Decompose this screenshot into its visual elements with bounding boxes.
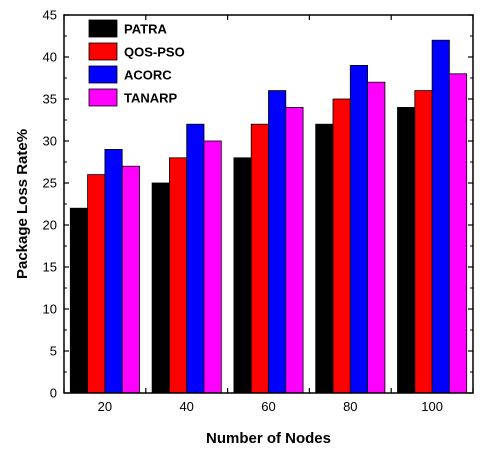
bar-qos-pso-20 [87,174,106,394]
x-tick-label-20: 20 [98,399,112,414]
bar-acorc-100 [431,39,450,394]
x-tick-label-80: 80 [343,399,357,414]
bar-qos-pso-100 [414,90,433,394]
x-tick-label-100: 100 [421,399,443,414]
y-tick-label: 25 [43,176,57,191]
legend-swatch-patra [88,19,118,38]
y-tick-label: 40 [43,50,57,65]
bar-patra-60 [233,157,252,394]
legend-label-patra: PATRA [124,22,167,37]
bar-acorc-80 [349,65,368,394]
bar-qos-pso-40 [168,157,188,394]
x-tick-label-40: 40 [179,399,193,414]
legend-label-tanarp: TANARP [124,91,178,106]
x-tick-label-60: 60 [261,399,275,414]
y-axis-title: Package Loss Rate% [14,129,31,279]
bar-patra-20 [69,207,89,394]
y-tick-label: 20 [43,218,57,233]
bar-patra-100 [397,107,416,394]
bar-qos-pso-60 [250,123,269,394]
y-tick-label: 5 [50,344,57,359]
bar-acorc-60 [268,90,287,394]
legend-label-acorc: ACORC [124,68,172,83]
y-axis: 0 5 10 15 20 25 30 35 40 45 [43,8,473,401]
bar-tanarp-40 [203,140,222,394]
bar-acorc-20 [104,148,123,394]
bar-patra-40 [151,182,170,394]
y-tick-label: 15 [43,260,57,275]
bar-tanarp-80 [367,81,386,394]
bar-tanarp-60 [285,107,304,394]
bar-qos-pso-80 [332,98,351,394]
y-tick-label: 45 [43,8,57,23]
x-axis: 20 40 60 80 100 [63,15,474,414]
bar-tanarp-20 [121,165,140,394]
y-tick-label: 30 [43,134,57,149]
legend-swatch-acorc [88,65,118,84]
legend: PATRA QOS-PSO ACORC TANARP [88,19,185,107]
bar-tanarp-100 [448,73,468,394]
bar-acorc-40 [186,123,205,394]
y-tick-label: 10 [43,302,57,317]
bars-layer [69,39,468,394]
y-tick-label: 0 [50,386,57,401]
bar-patra-80 [315,123,334,394]
legend-label-qos-pso: QOS-PSO [124,45,185,60]
legend-swatch-qos-pso [88,42,118,61]
x-axis-title: Number of Nodes [206,430,331,447]
y-tick-label: 35 [43,92,57,107]
legend-swatch-tanarp [88,88,118,107]
